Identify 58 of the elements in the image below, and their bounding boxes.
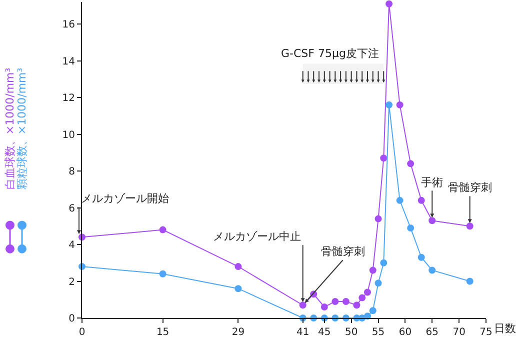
point bbox=[369, 307, 376, 314]
point bbox=[342, 298, 350, 305]
point bbox=[159, 226, 166, 234]
annotation: 手術 bbox=[421, 176, 443, 189]
point bbox=[358, 294, 366, 302]
annotation: メルカゾール中止 bbox=[213, 230, 301, 243]
annotation: メルカゾール開始 bbox=[81, 192, 169, 205]
text: 白血球数、×1000/mm³ bbox=[3, 68, 16, 190]
y-tick-label: 10 bbox=[62, 130, 75, 141]
y-tick-label: 8 bbox=[68, 166, 75, 178]
annotation: 骨髄穿刺 bbox=[321, 245, 365, 258]
point bbox=[299, 302, 306, 309]
y-tick-label: 6 bbox=[68, 203, 75, 214]
y-tick-label: 4 bbox=[68, 240, 75, 252]
point bbox=[320, 303, 328, 310]
x-tick-label: 29 bbox=[232, 327, 245, 338]
point bbox=[407, 224, 414, 232]
band-label: G-CSF 75μg皮下注 bbox=[281, 47, 379, 60]
x-tick-label: 75 bbox=[480, 327, 492, 338]
y-tick-label: 2 bbox=[68, 276, 75, 288]
point bbox=[380, 154, 388, 162]
y-tick-label: 0 bbox=[68, 314, 75, 324]
point bbox=[369, 266, 376, 274]
y-tick-label: 12 bbox=[62, 93, 75, 104]
point bbox=[364, 288, 371, 296]
point bbox=[374, 215, 382, 222]
x-tick-label: 15 bbox=[156, 327, 170, 338]
point bbox=[466, 278, 474, 285]
point bbox=[407, 160, 414, 168]
y-tick-label: 14 bbox=[62, 56, 75, 68]
point bbox=[380, 259, 388, 266]
x-tick-label: 41 bbox=[296, 327, 310, 338]
point bbox=[234, 285, 242, 292]
x-tick-label: 45 bbox=[318, 327, 331, 338]
x-tick-label: 60 bbox=[398, 327, 412, 338]
point bbox=[396, 101, 404, 108]
point bbox=[386, 101, 393, 108]
point bbox=[396, 196, 404, 204]
point bbox=[418, 196, 425, 204]
point bbox=[374, 280, 382, 287]
point bbox=[428, 266, 436, 274]
point bbox=[159, 270, 166, 278]
x-axis-title: 日数 bbox=[494, 322, 516, 335]
point bbox=[466, 222, 474, 230]
x-tick-label: 55 bbox=[372, 327, 385, 338]
x-tick-label: 65 bbox=[426, 327, 438, 338]
x-tick-label: 50 bbox=[344, 327, 358, 338]
text: 顆粒球数、×1000/mm³ bbox=[15, 68, 28, 190]
point bbox=[353, 302, 360, 309]
x-tick-label: 0 bbox=[78, 327, 86, 338]
point bbox=[386, 0, 393, 8]
point bbox=[332, 298, 339, 305]
point bbox=[428, 217, 436, 224]
point bbox=[418, 254, 425, 261]
annotation: 骨髄穿刺 bbox=[448, 181, 492, 194]
y-tick-label: 16 bbox=[62, 20, 75, 31]
point bbox=[234, 263, 242, 270]
x-tick-label: 70 bbox=[452, 327, 466, 338]
